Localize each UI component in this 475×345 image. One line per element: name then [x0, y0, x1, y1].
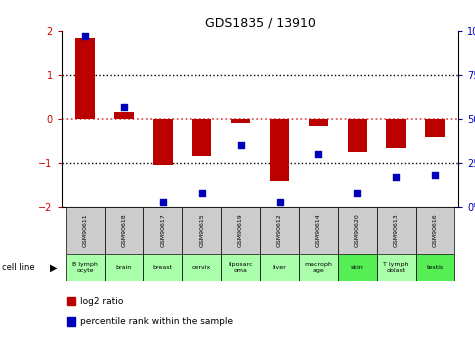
Point — [314, 151, 322, 157]
Point — [120, 104, 128, 109]
Text: GSM90620: GSM90620 — [355, 214, 360, 247]
Text: GSM90616: GSM90616 — [433, 214, 437, 247]
Text: cervix: cervix — [192, 265, 211, 270]
Bar — [104, 207, 143, 254]
Point — [81, 33, 89, 39]
Bar — [104, 254, 143, 281]
Bar — [153, 119, 172, 165]
Bar — [299, 207, 338, 254]
Bar — [182, 207, 221, 254]
Text: T lymph
oblast: T lymph oblast — [383, 262, 409, 273]
Text: liposarc
oma: liposarc oma — [228, 262, 253, 273]
Point — [198, 190, 206, 196]
Bar — [143, 207, 182, 254]
Bar — [377, 254, 416, 281]
Point — [159, 199, 167, 205]
Text: ▶: ▶ — [50, 263, 57, 272]
Bar — [348, 119, 367, 152]
Title: GDS1835 / 13910: GDS1835 / 13910 — [205, 17, 315, 30]
Bar — [416, 207, 455, 254]
Point — [276, 199, 283, 205]
Bar — [231, 119, 250, 124]
Text: percentile rank within the sample: percentile rank within the sample — [80, 317, 233, 326]
Bar — [114, 112, 133, 119]
Bar — [377, 207, 416, 254]
Text: liver: liver — [273, 265, 286, 270]
Point — [431, 172, 439, 178]
Text: cell line: cell line — [2, 263, 35, 272]
Text: macroph
age: macroph age — [304, 262, 332, 273]
Text: log2 ratio: log2 ratio — [80, 297, 123, 306]
Point — [392, 174, 400, 180]
Text: skin: skin — [351, 265, 364, 270]
Bar — [66, 254, 104, 281]
Text: GSM90617: GSM90617 — [161, 214, 165, 247]
Point — [237, 143, 245, 148]
Bar — [338, 207, 377, 254]
Text: testis: testis — [427, 265, 444, 270]
Text: B lymph
ocyte: B lymph ocyte — [72, 262, 98, 273]
Bar — [66, 207, 104, 254]
Text: GSM90619: GSM90619 — [238, 214, 243, 247]
Text: GSM90615: GSM90615 — [199, 214, 204, 247]
Bar — [192, 119, 211, 156]
Text: brain: brain — [116, 265, 132, 270]
Bar — [221, 254, 260, 281]
Point — [353, 190, 361, 196]
Text: breast: breast — [153, 265, 173, 270]
Bar — [260, 254, 299, 281]
Text: GSM90612: GSM90612 — [277, 214, 282, 247]
Bar — [76, 38, 95, 119]
Text: GSM90618: GSM90618 — [122, 214, 126, 247]
Bar — [425, 119, 445, 137]
Text: GSM90613: GSM90613 — [394, 214, 399, 247]
Bar — [416, 254, 455, 281]
Text: GSM90611: GSM90611 — [83, 214, 87, 247]
Bar — [143, 254, 182, 281]
Bar — [270, 119, 289, 181]
Bar — [387, 119, 406, 148]
Bar — [338, 254, 377, 281]
Bar — [221, 207, 260, 254]
Bar — [182, 254, 221, 281]
Bar — [309, 119, 328, 126]
Text: GSM90614: GSM90614 — [316, 214, 321, 247]
Bar — [299, 254, 338, 281]
Bar — [260, 207, 299, 254]
